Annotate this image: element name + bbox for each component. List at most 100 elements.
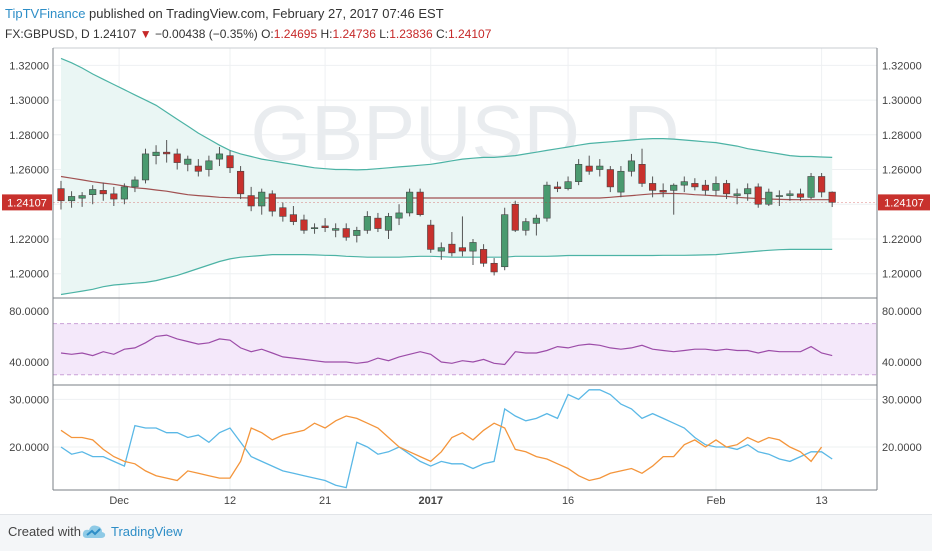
candle-body xyxy=(564,181,572,189)
open-value: 1.24695 xyxy=(273,27,318,41)
publish-header: TipTVFinance published on TradingView.co… xyxy=(5,6,444,21)
candle-body xyxy=(479,249,488,264)
candle-body xyxy=(384,216,393,231)
candle xyxy=(120,183,128,205)
candle xyxy=(321,218,329,233)
di-plus-line xyxy=(60,389,833,489)
candle-body xyxy=(395,212,403,219)
candle-body xyxy=(469,242,477,252)
candle-body xyxy=(553,186,562,189)
candle xyxy=(627,153,636,177)
candle xyxy=(490,258,498,276)
candle xyxy=(448,232,456,257)
price-tick-right: 1.32000 xyxy=(882,60,922,72)
candle-body xyxy=(279,207,287,217)
candle-body xyxy=(332,228,340,231)
candle-body xyxy=(141,153,150,181)
candle-body xyxy=(237,170,245,195)
candle xyxy=(141,148,150,184)
bollinger-lower-line xyxy=(60,248,833,296)
candle-body xyxy=(627,160,636,172)
candle xyxy=(173,148,181,170)
candle xyxy=(289,205,297,226)
candle xyxy=(712,176,720,196)
candle xyxy=(638,148,646,187)
candle-body xyxy=(659,190,667,193)
candle xyxy=(680,176,688,193)
rsi-line xyxy=(60,334,833,366)
candle-body xyxy=(786,193,794,196)
candle xyxy=(479,244,488,267)
candle-body xyxy=(532,217,540,224)
down-arrow-icon: ▼ xyxy=(139,27,152,41)
rsi-tick-left: 80.0000 xyxy=(9,306,49,318)
author-link[interactable]: TipTVFinance xyxy=(5,6,86,21)
candle-body xyxy=(701,184,709,191)
candle xyxy=(754,183,762,208)
candle-body xyxy=(300,219,308,231)
time-axis-label: 12 xyxy=(224,495,236,507)
candle-body xyxy=(522,221,530,231)
candle xyxy=(532,214,540,236)
candle-body xyxy=(57,188,65,202)
candle xyxy=(596,159,604,177)
candle xyxy=(585,155,593,175)
candle-body xyxy=(310,227,319,229)
candle-body xyxy=(511,203,519,231)
ticker-line: FX:GBPUSD, D 1.24107 ▼ −0.00438 (−0.35%)… xyxy=(5,27,491,41)
candle xyxy=(733,188,741,205)
candle xyxy=(99,182,107,201)
candle-body xyxy=(606,169,614,188)
tradingview-cloud-icon xyxy=(82,525,106,538)
candle xyxy=(722,179,731,200)
candle-body xyxy=(775,195,783,197)
last-price: 1.24107 xyxy=(93,27,137,41)
candle xyxy=(501,207,509,271)
dmi-tick-right: 30.0000 xyxy=(882,394,922,406)
candle-body xyxy=(828,191,836,203)
candle-body xyxy=(722,183,731,195)
price-tick-right: 1.20000 xyxy=(882,269,922,281)
candle-body xyxy=(680,181,688,186)
candle xyxy=(194,159,202,177)
candle-body xyxy=(691,183,699,188)
candle xyxy=(469,238,477,266)
footer: Created with TradingView xyxy=(0,514,932,551)
candle xyxy=(374,212,382,233)
candle xyxy=(437,242,445,260)
candle-body xyxy=(617,170,625,193)
created-with-label: Created with xyxy=(8,524,81,539)
candle xyxy=(279,202,287,222)
chart-area[interactable]: GBPUSD, DBritish Pound/U.S. Dollar1.3200… xyxy=(0,0,932,514)
candle-body xyxy=(649,183,657,191)
candle-body xyxy=(258,191,266,207)
candle xyxy=(57,180,65,210)
tradingview-link[interactable]: TradingView xyxy=(111,524,183,539)
candle-body xyxy=(353,229,361,236)
symbol: FX:GBPUSD, D xyxy=(5,27,90,41)
price-tick-left: 1.22000 xyxy=(9,234,49,246)
candle-body xyxy=(543,184,551,219)
rsi-tick-right: 80.0000 xyxy=(882,306,922,318)
low-label: L: xyxy=(379,27,390,41)
price-tick-right: 1.26000 xyxy=(882,165,922,177)
time-axis-label: 16 xyxy=(562,495,574,507)
low-value: 1.23836 xyxy=(389,27,433,41)
rsi-band xyxy=(53,323,877,375)
price-tick-left: 1.26000 xyxy=(9,165,49,177)
last-price-label-left: 1.24107 xyxy=(7,197,47,209)
candle-body xyxy=(754,186,762,205)
candle xyxy=(659,183,667,198)
candle xyxy=(395,204,403,226)
time-axis-label: 21 xyxy=(319,495,331,507)
candle-body xyxy=(733,193,741,196)
moving-average-line xyxy=(60,175,833,201)
candle xyxy=(575,159,583,186)
candle-body xyxy=(89,189,97,196)
di-minus-line xyxy=(60,415,823,482)
candle xyxy=(670,183,678,215)
close-value: 1.24107 xyxy=(447,27,492,41)
last-price-tag-left xyxy=(2,194,52,211)
candle xyxy=(353,226,361,243)
candle xyxy=(511,200,519,233)
